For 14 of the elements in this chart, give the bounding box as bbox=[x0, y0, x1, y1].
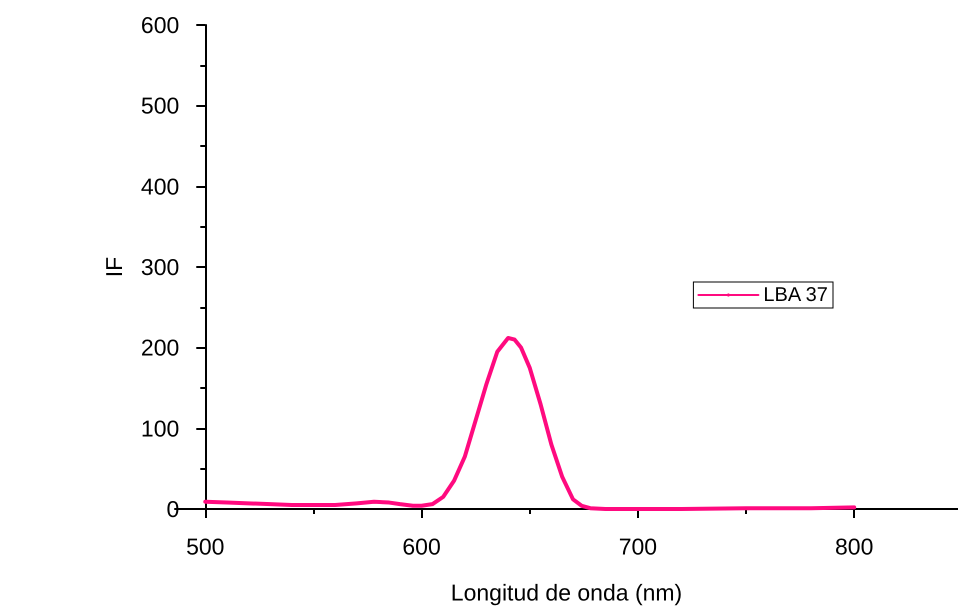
y-tick-label: 400 bbox=[140, 173, 180, 200]
x-tick-label: 500 bbox=[186, 534, 224, 560]
line-series bbox=[203, 336, 856, 511]
y-axis-title: IF bbox=[100, 256, 127, 278]
y-tick-label: 600 bbox=[140, 12, 180, 38]
y-tick-label: 200 bbox=[140, 334, 180, 361]
x-axis-title: Longitud de onda (nm) bbox=[450, 580, 682, 606]
x-tick-label: 800 bbox=[834, 534, 874, 560]
y-tick-label: 500 bbox=[140, 92, 180, 119]
x-tick-label: 600 bbox=[402, 534, 441, 560]
y-tick-label: 300 bbox=[140, 254, 180, 280]
x-tick-label: 700 bbox=[618, 534, 658, 560]
legend-label: LBA 37 bbox=[763, 284, 828, 306]
y-tick-label: 100 bbox=[140, 415, 180, 442]
